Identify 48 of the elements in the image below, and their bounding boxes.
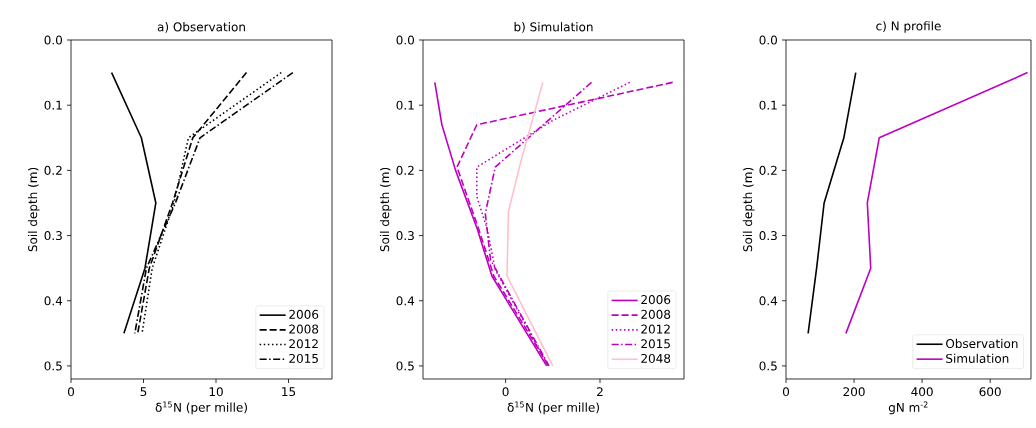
y-tick-label: 0.5 [396,361,414,371]
y-tick-label: 0.2 [44,165,62,175]
y-axis-title: Soil depth (m) [742,167,755,252]
x-axis-title: δ$^{15}$N (per mille) [155,401,247,415]
y-axis-title: Soil depth (m) [379,167,392,252]
y-tick-label: 0.1 [759,100,777,110]
legend-label: 2012 [289,339,318,349]
legend-label: Simulation [946,353,1009,363]
legend-label: 2012 [641,324,670,334]
legend-label: 2006 [641,295,671,305]
x-tick-label: 2 [597,387,603,397]
y-tick-label: 0.4 [44,296,63,306]
y-tick-label: 0.0 [44,35,63,45]
y-tick-label: 0.3 [759,231,777,241]
y-tick-label: 0.2 [759,165,777,175]
x-axis-title: δ$^{15}$N (per mille) [507,401,599,415]
y-axis-title: Soil depth (m) [27,167,40,252]
x-tick-label: 0 [502,387,509,397]
y-tick-label: 0.2 [396,165,414,175]
x-tick-label: 5 [140,387,147,397]
x-tick-label: 400 [911,387,933,397]
legend-label: 2008 [641,309,671,319]
legend-label: 2015 [289,353,318,363]
legend-label: 2008 [289,324,319,334]
y-tick-label: 0.5 [759,361,777,371]
y-tick-label: 0.1 [396,100,414,110]
y-tick-label: 0.4 [759,296,778,306]
x-axis-title: gN m$^{-2}$ [888,401,928,415]
x-tick-label: 10 [209,387,223,397]
legend-label: Observation [946,338,1018,349]
y-tick-label: 0.3 [44,231,62,241]
y-tick-label: 0.1 [44,100,62,110]
x-tick-label: 15 [282,387,296,397]
y-tick-label: 0.4 [396,296,415,306]
legend-label: 2015 [641,339,670,349]
chart-title: a) Observation [157,22,245,33]
x-tick-label: 0 [782,387,790,397]
x-tick-label: 0 [67,387,75,397]
y-tick-label: 0.0 [759,35,777,45]
x-tick-label: 200 [843,387,865,397]
legend-label: 2048 [641,353,671,363]
y-tick-label: 0.5 [44,361,62,371]
legend-label: 2006 [289,309,319,319]
y-tick-label: 0.0 [396,35,415,45]
chart-title: b) Simulation [514,22,593,33]
y-tick-label: 0.3 [396,231,414,241]
x-tick-label: 600 [979,387,1001,397]
chart-title: c) N profile [876,21,941,33]
